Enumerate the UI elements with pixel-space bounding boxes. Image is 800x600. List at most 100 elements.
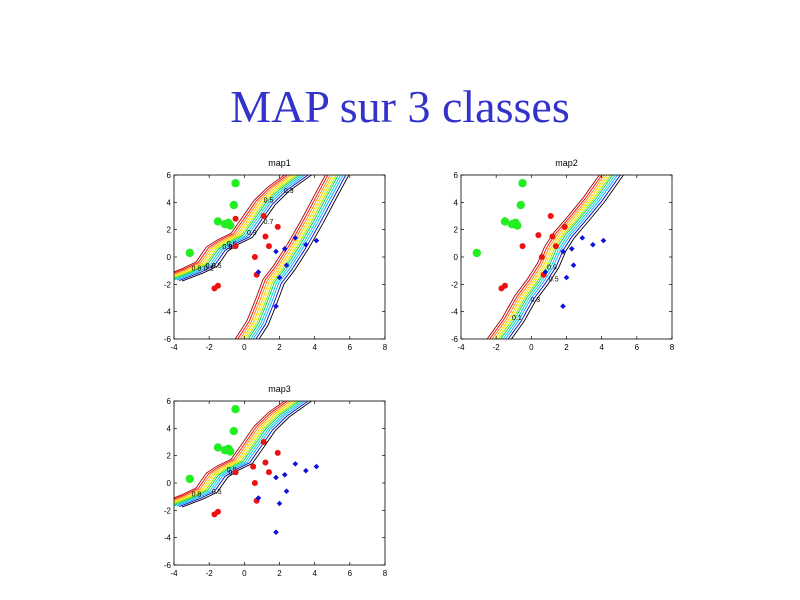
contour-label: 0.1	[204, 266, 214, 273]
contour-label: 0.6	[227, 241, 237, 248]
data-point	[262, 459, 269, 466]
y-tick-label: 4	[167, 424, 172, 433]
contour-label: 0.3	[222, 244, 232, 251]
plot-title: map3	[268, 384, 291, 394]
contour-line	[497, 175, 612, 339]
x-tick-label: -4	[457, 343, 465, 352]
x-tick-label: 8	[383, 569, 388, 578]
contour-line	[258, 175, 350, 339]
contour-line	[504, 175, 618, 339]
contour-line	[489, 175, 603, 339]
axes-frame	[460, 174, 673, 340]
data-point	[265, 469, 272, 476]
data-point	[283, 262, 290, 268]
data-point	[500, 217, 510, 226]
data-point	[214, 282, 221, 289]
data-point	[519, 243, 526, 250]
data-point	[260, 439, 267, 445]
contour-line	[174, 401, 296, 504]
contour-line	[179, 401, 309, 508]
slide-title: MAP sur 3 classes	[230, 81, 570, 132]
y-tick-label: 2	[167, 226, 172, 235]
contour-line	[245, 175, 337, 339]
data-point	[224, 218, 233, 228]
x-tick-label: 0	[529, 343, 534, 352]
data-point	[274, 223, 281, 230]
contour-line	[239, 175, 331, 339]
contour-line	[234, 175, 326, 339]
contour-label: 0.7	[264, 219, 274, 226]
x-tick-label: 4	[312, 569, 317, 578]
data-point	[511, 218, 520, 228]
data-point	[579, 235, 586, 241]
data-point	[560, 303, 566, 309]
y-tick-label: 4	[167, 198, 172, 207]
x-tick-label: -2	[206, 569, 214, 578]
axes-frame	[173, 400, 386, 566]
data-point	[273, 303, 279, 309]
y-tick-label: -6	[451, 335, 459, 344]
contour-line	[174, 175, 299, 279]
data-point	[313, 463, 320, 470]
data-point	[213, 443, 223, 452]
data-point	[232, 469, 239, 476]
x-tick-label: 0	[242, 569, 247, 578]
y-tick-label: -4	[164, 534, 172, 543]
contour-line	[247, 175, 339, 339]
contour-label: 0.3	[530, 297, 540, 304]
contour-line	[174, 401, 303, 507]
contour-lines	[174, 175, 350, 339]
data-point	[262, 233, 269, 240]
data-point	[561, 223, 568, 230]
contour-line	[174, 175, 303, 281]
data-point	[214, 508, 221, 515]
contour-line	[174, 401, 289, 500]
x-tick-label: 6	[635, 343, 640, 352]
data-point	[250, 463, 257, 470]
data-point	[251, 480, 258, 486]
y-tick-label: -4	[451, 308, 459, 317]
contour-line	[242, 175, 334, 339]
contour-label: 0.9	[547, 264, 557, 271]
y-tick-label: -2	[451, 280, 459, 289]
x-tick-label: 4	[599, 343, 604, 352]
contour-line	[174, 175, 294, 277]
data-point	[229, 426, 238, 436]
data-point	[273, 248, 279, 255]
data-point	[265, 243, 272, 250]
contour-line	[174, 175, 289, 274]
plot-title: map1	[268, 158, 291, 168]
x-tick-label: 0	[242, 343, 247, 352]
data-point	[185, 474, 195, 484]
y-tick-label: 6	[167, 171, 172, 180]
contour-line	[491, 175, 605, 339]
y-tick-label: 6	[167, 397, 172, 406]
data-point	[303, 467, 309, 474]
contour-line	[174, 175, 301, 280]
data-point	[472, 248, 482, 258]
contour-line	[502, 175, 616, 339]
contour-label: 0.3	[284, 188, 294, 195]
y-tick-label: 4	[454, 198, 459, 207]
contour-label: 0.1	[512, 315, 522, 322]
contour-line	[510, 175, 624, 339]
data-point	[549, 233, 556, 240]
contour-line	[174, 401, 286, 499]
contour-line	[174, 175, 286, 273]
contour-label: 0.8	[192, 266, 202, 273]
y-tick-label: -6	[164, 561, 172, 570]
contour-label: 0.5	[212, 263, 222, 270]
data-point	[224, 444, 233, 454]
x-tick-label: 2	[277, 569, 282, 578]
contour-line	[176, 401, 306, 507]
contour-line	[174, 401, 299, 505]
contour-line	[179, 175, 309, 282]
y-tick-label: 0	[167, 253, 172, 262]
data-point	[232, 243, 239, 250]
x-tick-label: 6	[348, 569, 353, 578]
x-tick-label: 2	[277, 343, 282, 352]
y-tick-label: 0	[454, 253, 459, 262]
data-point	[281, 472, 288, 478]
